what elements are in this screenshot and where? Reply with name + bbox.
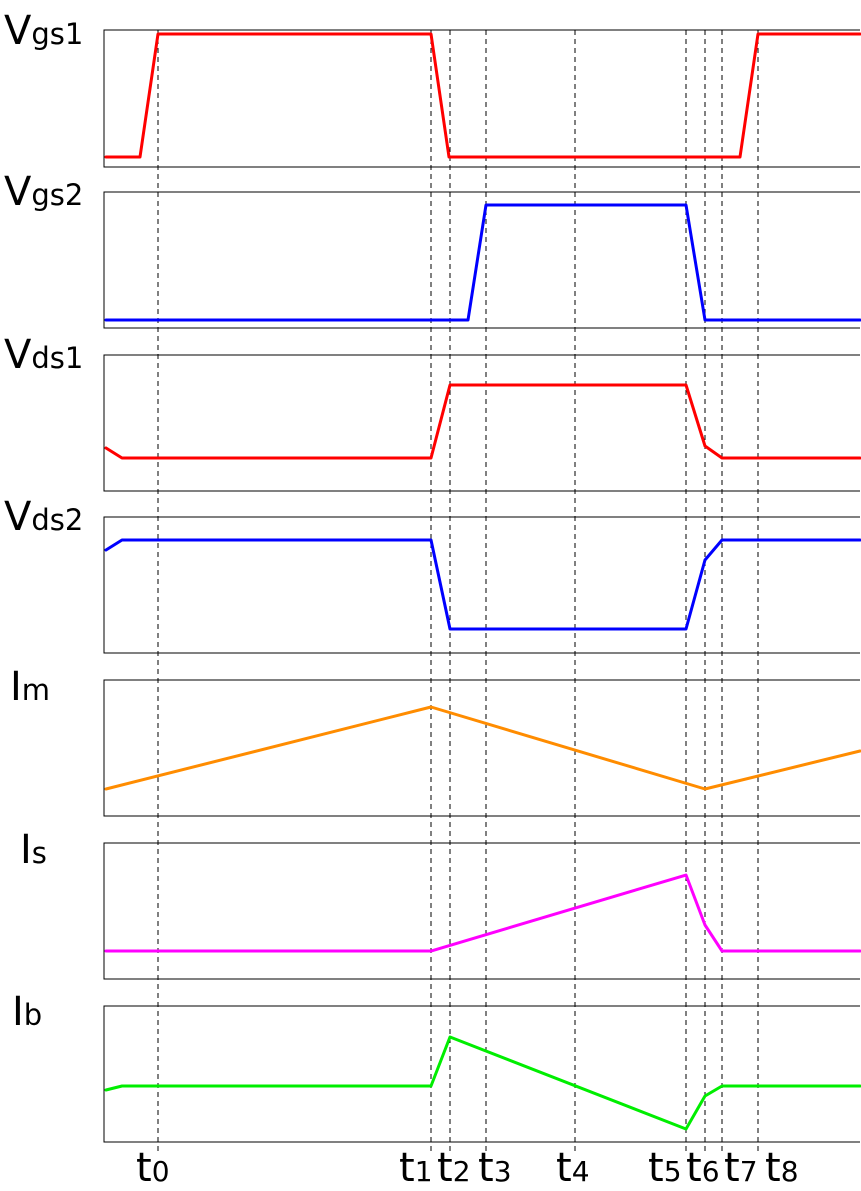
panel-frames — [103, 29, 860, 1143]
waveforms — [104, 32, 861, 1131]
waveform-vgs1 — [104, 32, 861, 159]
panel-frame-vgs1 — [103, 29, 860, 168]
time-label-t5: t5 — [648, 1145, 682, 1191]
time-label-t4: t4 — [556, 1145, 590, 1191]
signal-label-vgs1: Vgs1 — [4, 8, 83, 54]
time-label-t3: t3 — [478, 1145, 512, 1191]
signal-labels: Vgs1 Vgs2 Vds1 Vds2 Im Is Ib — [4, 8, 83, 1035]
signal-label-vgs2: Vgs2 — [4, 169, 83, 215]
signal-label-is: Is — [20, 827, 47, 873]
panel-frame-ib — [103, 1005, 860, 1143]
panel-frame-vgs2 — [103, 191, 860, 329]
time-label-t8: t8 — [765, 1145, 799, 1191]
time-marker-labels: t0 t1 t2 t3 t4 t5 t6 t7 t8 — [136, 1145, 799, 1191]
time-label-t1: t1 — [399, 1145, 433, 1191]
waveform-im — [104, 705, 861, 791]
waveform-vds1 — [104, 383, 861, 460]
signal-label-vds1: Vds1 — [4, 332, 83, 378]
panel-frame-vds2 — [103, 516, 860, 654]
time-label-t6: t6 — [686, 1145, 720, 1191]
signal-label-im: Im — [10, 664, 50, 710]
panel-frame-is — [103, 842, 860, 980]
signal-label-vds2: Vds2 — [4, 494, 83, 540]
time-label-t0: t0 — [136, 1145, 170, 1191]
time-marker-lines — [157, 30, 759, 1152]
time-label-t7: t7 — [724, 1145, 758, 1191]
waveform-ib — [104, 1035, 861, 1131]
waveform-is — [104, 873, 861, 953]
waveform-vgs2 — [104, 203, 861, 322]
signal-label-ib: Ib — [12, 989, 42, 1035]
waveform-vds2 — [104, 538, 861, 631]
panel-frame-im — [103, 679, 860, 817]
panel-frame-vds1 — [103, 354, 860, 492]
time-label-t2: t2 — [437, 1145, 471, 1191]
